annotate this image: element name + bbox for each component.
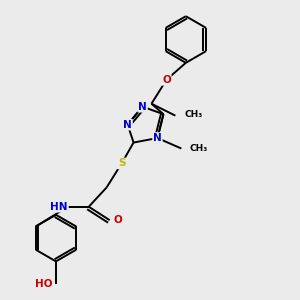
Text: O: O: [113, 215, 122, 225]
Text: S: S: [118, 158, 125, 168]
Text: N: N: [153, 133, 162, 143]
Text: HO: HO: [35, 279, 53, 289]
Text: N: N: [123, 120, 132, 130]
Text: CH₃: CH₃: [190, 144, 208, 153]
Text: CH₃: CH₃: [184, 110, 202, 119]
Text: HN: HN: [50, 202, 68, 212]
Text: N: N: [138, 102, 147, 112]
Text: O: O: [162, 75, 171, 85]
